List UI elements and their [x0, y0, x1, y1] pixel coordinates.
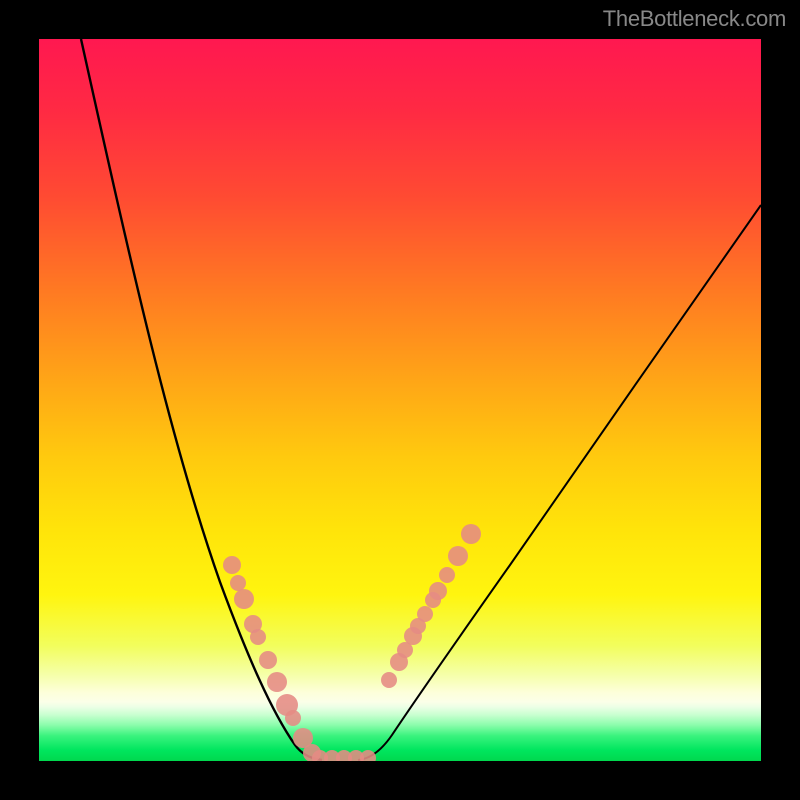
- marker-left-5: [259, 651, 277, 669]
- marker-left-6: [267, 672, 287, 692]
- marker-left-2: [234, 589, 254, 609]
- marker-left-0: [223, 556, 241, 574]
- marker-left-8: [285, 710, 301, 726]
- marker-right-10: [461, 524, 481, 544]
- watermark-text: TheBottleneck.com: [603, 6, 786, 32]
- marker-left-4: [250, 629, 266, 645]
- chart-container: TheBottleneck.com: [0, 0, 800, 800]
- marker-right-7: [429, 582, 447, 600]
- marker-bottom-4: [360, 750, 376, 766]
- bottleneck-chart-svg: [0, 0, 800, 800]
- marker-left-1: [230, 575, 246, 591]
- marker-right-8: [439, 567, 455, 583]
- marker-right-5: [417, 606, 433, 622]
- marker-right-9: [448, 546, 468, 566]
- marker-right-0: [381, 672, 397, 688]
